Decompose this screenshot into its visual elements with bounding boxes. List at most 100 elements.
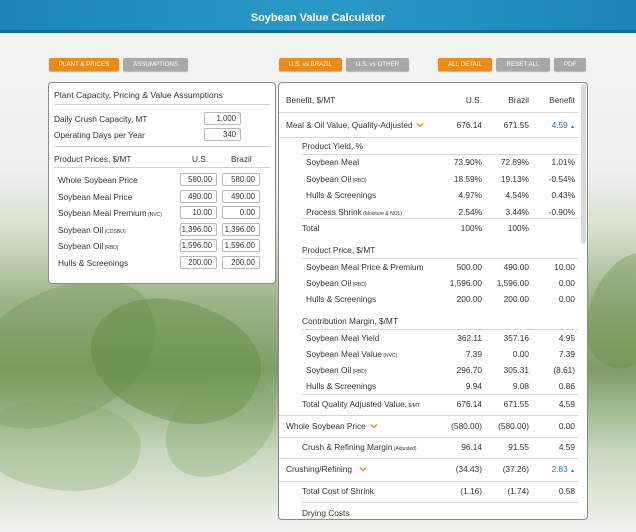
chevron-down-icon[interactable] [359, 465, 367, 473]
divider [54, 167, 270, 168]
margin-benefit: 7.39 [558, 349, 575, 359]
crush-margin-benefit: 4.59 [558, 442, 575, 452]
benefit-label: Benefit, $/MT [286, 95, 336, 105]
meal-oil-brazil: 671.55 [503, 120, 529, 130]
us-vs-brazil-button[interactable]: U.S. vs BRAZIL [279, 58, 342, 71]
divider [54, 104, 270, 105]
plant-prices-button[interactable]: PLANT & PRICES [49, 58, 119, 71]
price-brazil: 1,596.00 [496, 278, 529, 288]
divider [279, 437, 579, 438]
margin-brazil: 305.31 [503, 365, 529, 375]
prices-header: Product Prices, $/MT [54, 154, 132, 164]
crushing-us: (34.43) [455, 464, 482, 474]
page-title: Soybean Value Calculator [250, 12, 386, 24]
crushing-benefit: 2.83 ▲ [551, 464, 575, 474]
yield-row-label: Process Shrink (Moisture & NOL) [306, 206, 403, 217]
chevron-down-icon[interactable] [416, 121, 424, 129]
us-price-input[interactable]: 1,396.00 [180, 222, 217, 236]
total-quality-label: Total Quality Adjusted Value, $/MT [302, 399, 420, 409]
us-price-input[interactable]: 1,596.00 [180, 239, 217, 252]
divider [302, 218, 579, 219]
price-us: 200.00 [456, 294, 482, 304]
crush-margin-brazil: 91.55 [508, 442, 529, 452]
price-row-label: Soybean Oil (RBD) [306, 278, 367, 288]
price-us: 500.00 [456, 262, 482, 272]
yield-total-us: 100% [460, 223, 482, 233]
margin-brazil: 0.00 [512, 349, 529, 359]
us-price-input[interactable]: 490.00 [180, 189, 217, 203]
brazil-price-input[interactable]: 1,596.00 [222, 239, 260, 252]
us-price-input[interactable]: 10.00 [180, 206, 217, 219]
brazil-price-input[interactable]: 1,396.00 [222, 222, 260, 236]
total-quality-brazil: 671.55 [503, 399, 529, 409]
yield-row-label: Hulls & Screenings [306, 190, 377, 200]
divider [302, 329, 579, 330]
brazil-price-input[interactable]: 490.00 [222, 189, 260, 203]
reset-all-button[interactable]: RESET ALL [496, 58, 550, 71]
crush-margin-us: 96.14 [461, 442, 482, 452]
us-price-input[interactable]: 580.00 [180, 173, 217, 186]
yield-row-label-tag: (Moisture & NOL) [361, 210, 403, 217]
yield-benefit: -0.90% [548, 206, 575, 217]
us-price-input[interactable]: 200.00 [180, 255, 217, 269]
crushing-brazil: (37.26) [502, 464, 529, 474]
total-quality-us: 676.14 [456, 399, 482, 409]
pdf-button[interactable]: PDF [554, 58, 586, 71]
yield-benefit: -0.54% [548, 173, 575, 184]
app-header: Soybean Value Calculator [0, 0, 636, 33]
divider [302, 154, 579, 155]
divider [279, 137, 579, 138]
yield-row-label-tag: (RBD) [351, 177, 367, 184]
brazil-price-input[interactable]: 0.00 [222, 206, 260, 219]
brazil-price-input[interactable]: 580.00 [222, 173, 260, 186]
yield-brazil: 4.54% [505, 190, 529, 200]
us-vs-other-button[interactable]: U.S. vs OTHER [346, 58, 409, 71]
capacity-input[interactable]: 1,000 [204, 112, 241, 125]
margin-us: 362.11 [457, 333, 482, 343]
price-row-label: Soybean Oil (CDSBO) [58, 224, 126, 235]
price-benefit: 0.00 [558, 294, 575, 304]
shrink-label: Total Cost of Shrink [302, 486, 374, 496]
whole-soy-benefit: 0.00 [558, 421, 575, 431]
days-input[interactable]: 340 [204, 128, 241, 141]
shrink-benefit: 0.58 [558, 486, 575, 496]
meal-oil-us: 676.14 [456, 120, 482, 130]
whole-soy-brazil: (580.00) [498, 421, 529, 431]
yield-brazil: 72.89% [500, 157, 529, 167]
chevron-down-icon[interactable] [370, 422, 378, 430]
yield-benefit: 1.01% [551, 157, 575, 167]
total-quality-benefit: 4.59 [558, 399, 575, 409]
margin-us: 9.94 [465, 381, 482, 391]
benefit-panel: Benefit, $/MT U.S. Brazil Benefit Meal & Oil… [278, 82, 588, 520]
all-detail-button[interactable]: ALL DETAIL [438, 58, 492, 71]
margin-brazil: 357.16 [503, 333, 529, 343]
divider [302, 394, 579, 395]
margin-header: Contribution Margin, $/MT [302, 316, 398, 326]
price-row-label-tag: (RBD) [351, 282, 367, 288]
scrollbar[interactable] [581, 84, 586, 244]
assumptions-button[interactable]: ASSUMPTIONS [123, 58, 188, 71]
col-benefit-header: Benefit [549, 95, 575, 105]
caret-up-icon: ▲ [570, 468, 575, 474]
price-row-label-tag: (CDSBO) [103, 228, 126, 235]
price-brazil: 200.00 [503, 294, 529, 304]
divider [54, 146, 270, 147]
whole-soy-label: Whole Soybean Price [286, 421, 366, 431]
price-row-label-tag: (NVC) [146, 212, 162, 218]
yield-total-label: Total [302, 223, 320, 233]
divider [279, 112, 579, 113]
shrink-us: (1.16) [460, 486, 482, 496]
yield-us: 4.97% [458, 190, 482, 200]
price-row-label: Soybean Meal Price [58, 191, 133, 202]
yield-total-brazil: 100% [507, 223, 529, 233]
price-row-label-tag: (RBD) [103, 245, 119, 251]
price-row-label: Hulls & Screenings [58, 257, 129, 268]
margin-benefit: (8.61) [553, 365, 575, 375]
brazil-price-input[interactable]: 200.00 [222, 255, 260, 269]
margin-row-label-tag: (NVC) [381, 353, 398, 359]
yield-row-label: Soybean Meal [306, 157, 360, 167]
yield-header: Product Yield, % [302, 141, 363, 151]
yield-brazil: 19.13% [500, 173, 529, 184]
crush-margin-label-tag: (Adjusted) [392, 446, 417, 452]
yield-brazil: 3.44% [505, 206, 529, 217]
